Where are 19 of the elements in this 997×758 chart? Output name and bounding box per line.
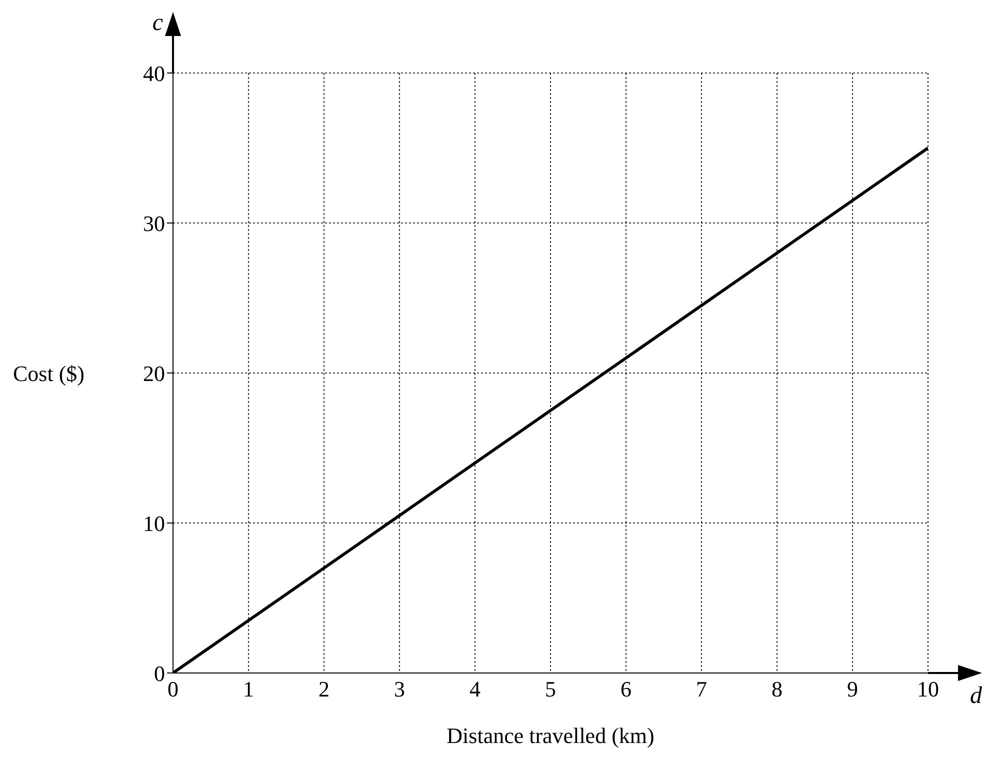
x-tick-label: 3 xyxy=(394,676,405,702)
x-tick-label: 9 xyxy=(847,676,858,702)
y-tick-label: 30 xyxy=(143,210,165,236)
y-tick-label: 20 xyxy=(143,360,165,386)
x-tick-label: 6 xyxy=(620,676,632,702)
text: c xyxy=(152,10,164,36)
y-tick-label: 10 xyxy=(143,510,165,536)
x-tick-label: 4 xyxy=(470,676,480,702)
y-tick-label: 40 xyxy=(143,60,165,86)
y-tick-label: 0 xyxy=(154,660,165,686)
x-tick-label: 8 xyxy=(772,676,782,702)
x-tick-label: 7 xyxy=(696,676,707,702)
x-axis-title: Distance travelled (km) xyxy=(446,723,654,748)
x-tick-label: 5 xyxy=(545,676,556,702)
text: d xyxy=(970,683,983,709)
y-axis-title: Cost ($) xyxy=(13,360,84,386)
x-tick-label: 1 xyxy=(243,676,254,702)
x-tick-label: 10 xyxy=(917,676,939,702)
x-tick-label: 2 xyxy=(318,676,330,702)
